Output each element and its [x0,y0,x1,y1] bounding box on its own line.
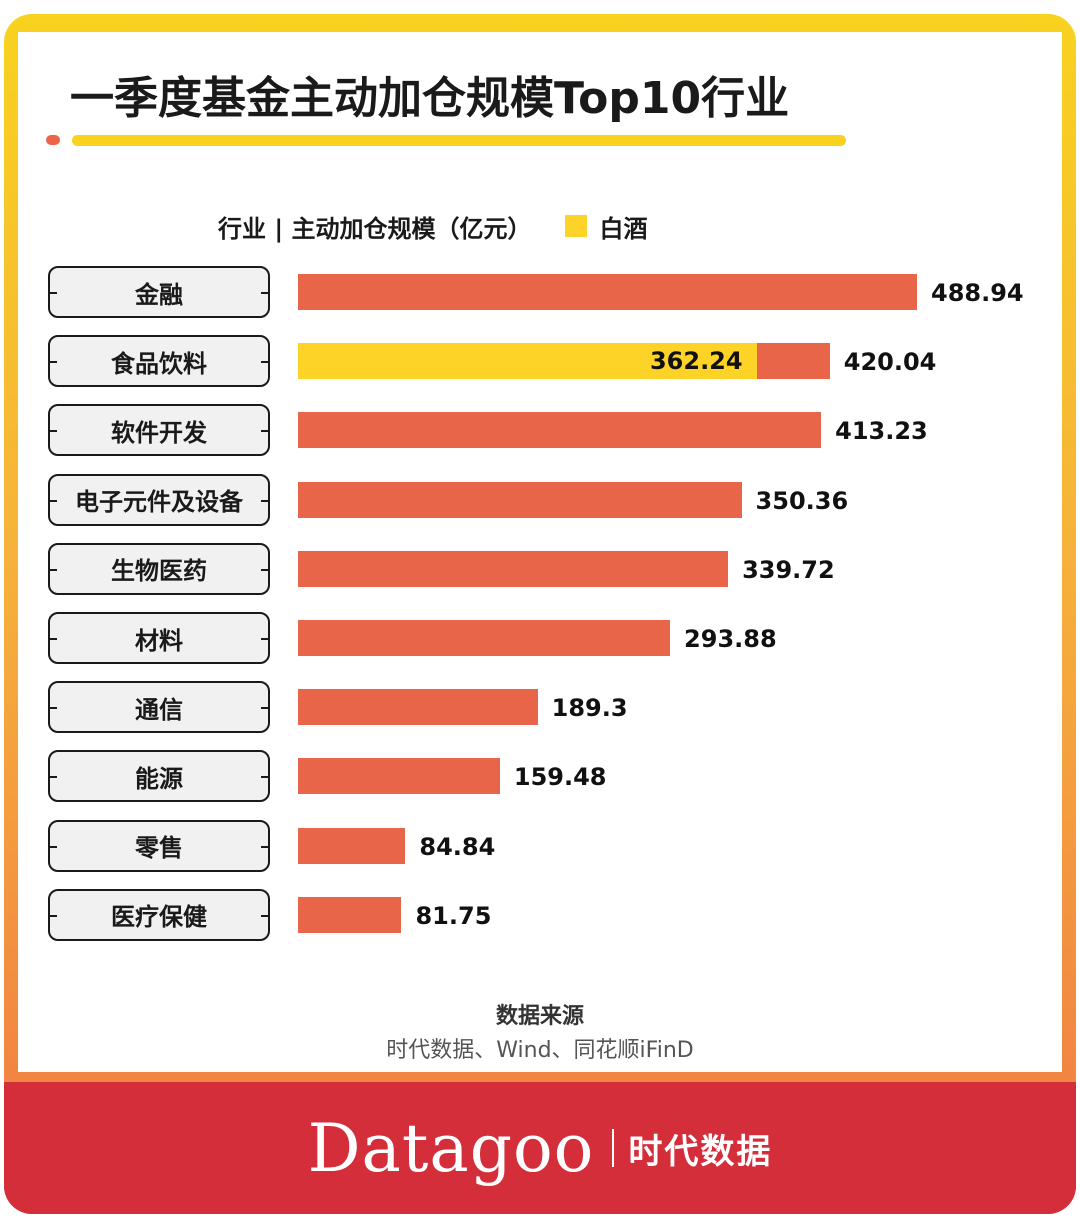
category-label: 金融 [48,266,270,318]
bar [298,481,742,518]
category-label: 零售 [48,819,270,872]
brand-name-cn: 时代数据 [628,1131,773,1172]
category-label: 医疗保健 [48,888,270,941]
bar-value-label: 293.88 [684,625,777,653]
category-label: 软件开发 [48,404,270,457]
bar-value-label: 420.04 [843,348,937,377]
legend-header: 行业 | 主动加仓规模（亿元） [218,214,532,243]
category-label: 能源 [48,750,270,803]
bar [298,412,822,449]
bar-value-label: 189.3 [551,694,628,723]
title-underline [72,135,846,146]
legend-swatch-highlight [565,215,588,237]
bar [298,274,917,310]
brand-logo: Datagoo [307,1109,595,1187]
bar-highlight-value-label: 362.24 [649,347,743,376]
category-label: 生物医药 [48,542,270,595]
bar-value-label: 350.36 [755,486,849,515]
category-label: 电子元件及设备 [48,473,270,526]
footer-banner: Datagoo 时代数据 [4,1082,1076,1214]
bar-value-label: 81.75 [415,901,492,930]
bar-value-label: 488.94 [931,279,1024,307]
bar-value-label: 413.23 [835,417,928,446]
title-dot [46,135,60,145]
bar [298,689,538,726]
bar [298,620,671,656]
brand-divider [612,1129,615,1167]
bar-value-label: 159.48 [513,763,607,792]
legend-highlight-label: 白酒 [599,214,648,243]
source-text: 时代数据、Wind、同花顺iFinD [386,1038,694,1063]
bar [298,550,729,587]
legend: 行业 | 主动加仓规模（亿元） 白酒 [218,208,647,244]
page-title: 一季度基金主动加仓规模Top10行业 [70,73,790,124]
bar [298,827,406,864]
category-label: 通信 [48,681,270,734]
bar [298,896,402,933]
bar [298,758,500,795]
category-label: 食品饮料 [48,335,270,388]
category-label: 材料 [48,612,270,664]
bar-value-label: 339.72 [742,555,835,584]
brand: Datagoo 时代数据 [4,1082,1076,1214]
bar-highlight [298,343,757,380]
source-title: 数据来源 [495,1004,584,1029]
bar-value-label: 84.84 [419,832,496,861]
